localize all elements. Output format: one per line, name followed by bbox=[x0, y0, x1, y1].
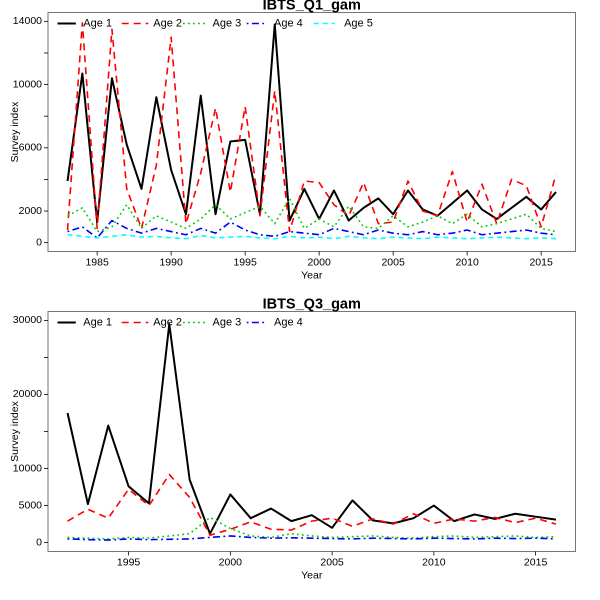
svg-text:10000: 10000 bbox=[13, 462, 42, 474]
svg-text:1995: 1995 bbox=[117, 557, 141, 569]
svg-text:0: 0 bbox=[36, 236, 42, 248]
svg-text:Age 5: Age 5 bbox=[344, 17, 373, 29]
svg-text:2000: 2000 bbox=[219, 557, 243, 569]
svg-text:Age 2: Age 2 bbox=[153, 316, 182, 328]
svg-text:2010: 2010 bbox=[455, 257, 479, 269]
svg-text:14000: 14000 bbox=[13, 15, 42, 27]
svg-text:2005: 2005 bbox=[381, 257, 405, 269]
svg-text:Year: Year bbox=[301, 270, 323, 282]
svg-text:10000: 10000 bbox=[13, 78, 42, 90]
svg-text:Age 3: Age 3 bbox=[213, 17, 242, 29]
svg-text:Age 4: Age 4 bbox=[274, 316, 303, 328]
svg-text:Age 1: Age 1 bbox=[83, 316, 112, 328]
svg-text:1985: 1985 bbox=[85, 257, 109, 269]
svg-text:Age 1: Age 1 bbox=[83, 17, 112, 29]
svg-text:0: 0 bbox=[36, 536, 42, 548]
svg-text:Survey index: Survey index bbox=[9, 400, 21, 461]
svg-text:IBTS_Q3_gam: IBTS_Q3_gam bbox=[263, 297, 361, 313]
svg-text:2000: 2000 bbox=[19, 205, 43, 217]
svg-text:Year: Year bbox=[301, 570, 323, 582]
svg-text:2015: 2015 bbox=[524, 557, 548, 569]
svg-text:2005: 2005 bbox=[320, 557, 344, 569]
svg-text:Age 3: Age 3 bbox=[213, 316, 242, 328]
svg-text:Survey index: Survey index bbox=[9, 101, 21, 162]
svg-text:5000: 5000 bbox=[19, 499, 43, 511]
svg-text:IBTS_Q1_gam: IBTS_Q1_gam bbox=[263, 0, 361, 14]
svg-text:1995: 1995 bbox=[233, 257, 257, 269]
svg-text:30000: 30000 bbox=[13, 314, 42, 326]
svg-text:2000: 2000 bbox=[307, 257, 331, 269]
svg-text:20000: 20000 bbox=[13, 388, 42, 400]
svg-text:Age 2: Age 2 bbox=[153, 17, 182, 29]
svg-text:2015: 2015 bbox=[529, 257, 553, 269]
svg-text:1990: 1990 bbox=[159, 257, 183, 269]
svg-text:6000: 6000 bbox=[19, 142, 43, 154]
svg-text:Age 4: Age 4 bbox=[274, 17, 303, 29]
svg-text:2010: 2010 bbox=[422, 557, 446, 569]
